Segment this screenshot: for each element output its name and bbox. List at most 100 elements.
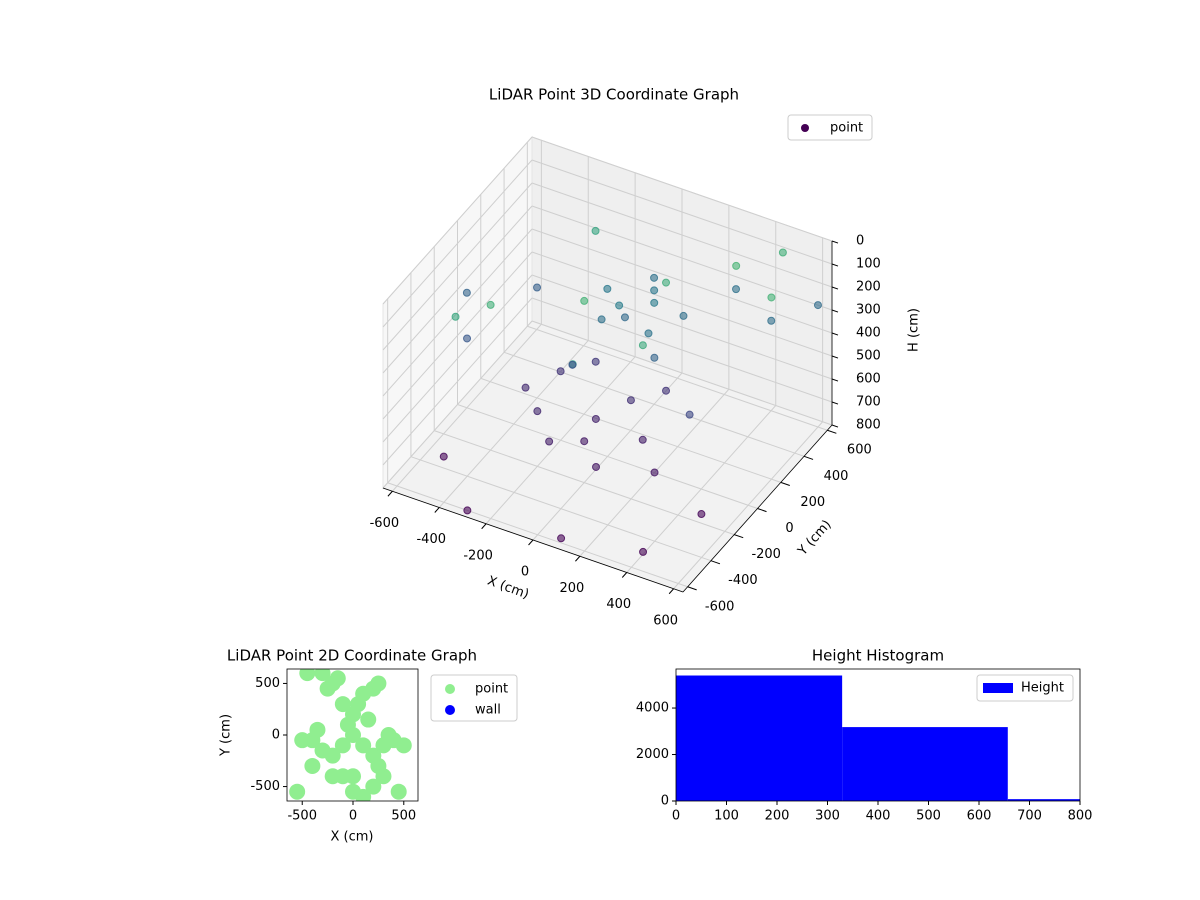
tick-mark	[687, 586, 697, 591]
point	[650, 298, 659, 307]
point	[767, 316, 776, 325]
grid-line	[382, 251, 533, 420]
point	[329, 670, 346, 687]
x-tick-label: 0	[672, 809, 680, 824]
point	[592, 462, 601, 471]
legend-marker	[445, 684, 455, 694]
y-tick-label: 0	[785, 521, 793, 536]
tick-mark	[831, 263, 839, 267]
tick-mark	[528, 539, 534, 546]
point	[650, 286, 659, 295]
point	[679, 311, 688, 320]
chart-2d: LiDAR Point 2D Coordinate Graph point wall…	[219, 647, 518, 845]
grid-line	[531, 297, 833, 403]
legend-box	[787, 114, 873, 141]
point	[685, 410, 694, 419]
point	[463, 334, 472, 343]
point	[299, 669, 316, 682]
x-tick-label: -400	[416, 532, 446, 547]
point	[603, 284, 612, 293]
grid-line	[531, 251, 833, 357]
y-tick-label: 0	[272, 728, 280, 743]
point	[580, 437, 589, 446]
grid-line	[503, 351, 805, 457]
point	[778, 248, 787, 257]
point	[732, 285, 741, 294]
point	[304, 757, 321, 774]
point	[638, 341, 647, 350]
grid-line	[531, 182, 833, 288]
z-tick-label: 500	[856, 349, 881, 364]
z-tick-label: 700	[856, 395, 881, 410]
x-tick-label: 400	[866, 809, 891, 824]
grid-line	[382, 205, 533, 374]
grid-line	[531, 136, 833, 242]
point	[451, 312, 460, 321]
legend-label: Height	[1021, 681, 1064, 696]
point	[395, 737, 412, 754]
y-tick-label: -200	[751, 547, 781, 562]
tick-mark	[831, 378, 839, 382]
point	[813, 301, 822, 310]
y-tick-label: 200	[800, 495, 825, 510]
grid-line	[531, 159, 833, 265]
point	[370, 757, 387, 774]
y-tick-label: -500	[250, 779, 280, 794]
point	[360, 711, 377, 728]
tick-mark	[710, 560, 721, 565]
x-tick-label: 800	[1068, 809, 1093, 824]
bar	[842, 727, 1008, 801]
point	[650, 468, 659, 477]
point	[557, 534, 566, 543]
x-tick-label: 200	[559, 581, 584, 596]
legend-marker	[801, 124, 809, 132]
point	[380, 727, 397, 743]
point	[697, 510, 706, 519]
point	[334, 737, 351, 754]
axis-line	[382, 487, 684, 593]
y-tick-label: 400	[824, 469, 849, 484]
x-tick-label: 100	[714, 809, 739, 824]
x-tick-label: 500	[916, 809, 941, 824]
point	[620, 313, 629, 322]
grid-line	[457, 404, 758, 509]
x-tick-label: 0	[349, 809, 357, 824]
point	[463, 506, 472, 515]
chart-3d: LiDAR Point 3D Coordinate Graph -600 -400 -…	[370, 86, 922, 629]
grid-line	[480, 377, 781, 483]
point	[390, 783, 407, 800]
point	[533, 407, 542, 416]
legend-marker	[983, 683, 1013, 693]
point	[580, 296, 589, 305]
z-tick-label: 200	[856, 280, 881, 295]
legend-marker	[445, 705, 455, 715]
legend-label: point	[475, 682, 508, 697]
grid-line	[382, 320, 533, 489]
tick-mark	[831, 332, 839, 336]
point	[626, 396, 635, 405]
legend-label: wall	[475, 703, 501, 718]
point	[732, 261, 741, 270]
x-tick-label: -200	[463, 548, 493, 563]
tick-mark	[780, 481, 790, 486]
point	[334, 696, 351, 713]
z-tick-label: 800	[856, 418, 881, 433]
point	[650, 353, 659, 362]
point	[615, 301, 624, 310]
grid-line	[382, 182, 533, 351]
grid-line	[531, 205, 833, 311]
z-axis-label: H (cm)	[907, 308, 922, 352]
point	[339, 716, 356, 733]
legend-label: point	[830, 121, 863, 136]
x-tick-label: 500	[391, 809, 416, 824]
axis-line	[682, 424, 833, 593]
point	[314, 669, 331, 682]
point	[521, 383, 530, 392]
y-tick-label: -400	[728, 573, 758, 588]
point	[309, 721, 326, 738]
grid-line	[387, 482, 688, 588]
tick-mark	[668, 588, 674, 595]
tick-mark	[831, 309, 839, 313]
tick-mark	[831, 401, 839, 405]
tick-mark	[831, 240, 839, 244]
